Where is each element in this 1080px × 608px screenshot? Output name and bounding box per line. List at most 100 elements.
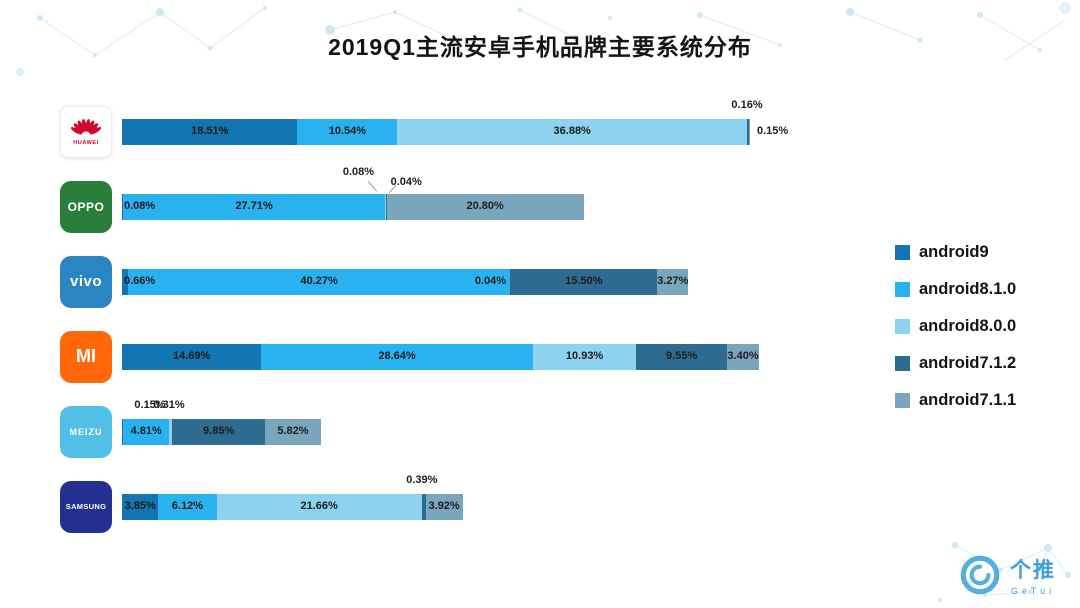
bar-segment (123, 418, 170, 445)
bar-segment (265, 418, 321, 445)
legend-item: android9 (895, 243, 1016, 262)
bar-segment (510, 268, 658, 295)
brand-logo-huawei: HUAWEI (60, 105, 112, 158)
legend-swatch (895, 393, 910, 408)
value-label: 0.08% (124, 200, 156, 212)
bar-segment (122, 418, 124, 445)
brand-row: SAMSUNG 3.85% 6.12% 21.66% 0.39% 3.92% (60, 469, 862, 544)
value-label: 0.66% (124, 275, 156, 287)
value-label: 0.16% (731, 99, 763, 111)
brand-logo-text: HUAWEI (73, 140, 99, 146)
value-label: 3.40% (727, 350, 759, 362)
bar-segment (261, 343, 533, 370)
brand-logo-text: MEIZU (69, 426, 103, 437)
chart-rows: HUAWEI 18.51% 10.54% 36.88% 0.16% 0.15% OPPO 0.… (60, 94, 862, 544)
brand-logo-vivo: vivo (60, 255, 112, 308)
getui-brand-cn: 个推 (1010, 559, 1056, 582)
bar-segment (122, 343, 262, 370)
bar-segment (122, 118, 298, 145)
bar-area: 18.51% 10.54% 36.88% 0.16% 0.15% (122, 94, 862, 169)
huawei-flower-icon (71, 119, 101, 135)
value-label: 40.27% (300, 275, 338, 287)
legend-label: android9 (919, 243, 989, 261)
bar-segment (171, 418, 266, 445)
brand-logo-meizu: MEIZU (60, 405, 112, 458)
bar-segment (122, 493, 159, 520)
value-label: 3.85% (124, 500, 156, 512)
legend-label: android8.1.0 (919, 280, 1017, 298)
brand-row: OPPO 0.08% 27.71% 0.08% 0.04% 20.80% (60, 166, 862, 244)
bar-segment (657, 268, 689, 295)
value-label: 14.69% (172, 350, 211, 362)
value-label: 4.81% (130, 425, 162, 437)
value-label: 18.51% (191, 125, 229, 137)
brand-logo-samsung: SAMSUNG (60, 480, 112, 533)
value-label: 27.71% (235, 200, 273, 212)
bar-area: 0.66% 40.27% 0.04% 15.50% 3.27% (122, 244, 862, 319)
bar-segment (748, 118, 751, 145)
bar-segment (397, 118, 747, 145)
getui-logo: 个推 GeTui (957, 552, 1056, 598)
bar-segment (128, 268, 510, 295)
legend-label: android8.0.0 (919, 317, 1017, 335)
value-label: 6.12% (171, 500, 204, 512)
value-label: 3.92% (428, 500, 460, 512)
bar-segment (386, 193, 584, 220)
legend-swatch (895, 319, 910, 334)
bar-segment (158, 493, 217, 520)
brand-row: HUAWEI 18.51% 10.54% 36.88% 0.16% 0.15% (60, 94, 862, 169)
legend-swatch (895, 356, 910, 371)
bar-segment (532, 343, 637, 370)
value-label: 10.93% (565, 350, 604, 362)
value-label: 0.04% (390, 176, 422, 188)
bar-segment (747, 118, 749, 145)
bar-area: 0.15% 4.81% 0.31% 9.85% 5.82% (122, 394, 862, 469)
value-label: 3.27% (657, 275, 689, 287)
brand-logo-text: vivo (69, 273, 102, 290)
value-label: 0.15% (756, 125, 789, 137)
value-label: 21.66% (300, 500, 338, 512)
bar-area: 14.69% 28.64% 10.93% 9.55% 3.40% (122, 319, 862, 394)
bar-segment (169, 418, 172, 445)
value-label: 0.39% (406, 474, 438, 486)
value-label: 9.85% (203, 425, 235, 437)
bar-segment (297, 118, 398, 145)
getui-brand-text: 个推 GeTui (1010, 554, 1056, 596)
getui-brand-en: GeTui (1010, 586, 1056, 596)
bar-segment (421, 493, 426, 520)
value-label: 15.50% (565, 275, 603, 287)
legend-label: android7.1.1 (919, 391, 1017, 409)
value-label: 0.15% (134, 399, 166, 411)
bar-segment (636, 343, 727, 370)
brand-row: MI 14.69% 28.64% 10.93% 9.55% 3.40% (60, 319, 862, 394)
bar-area: 3.85% 6.12% 21.66% 0.39% 3.92% (122, 469, 862, 544)
value-label: 5.82% (277, 425, 309, 437)
legend-item: android7.1.1 (895, 391, 1016, 410)
bar-segment (122, 193, 386, 220)
brand-row: MEIZU 0.15% 4.81% 0.31% 9.85% 5.82% (60, 394, 862, 469)
value-label: 0.31% (153, 399, 185, 411)
bar-area: 0.08% 27.71% 0.08% 0.04% 20.80% (122, 166, 862, 244)
bar-segment (216, 493, 422, 520)
bar-segment (122, 268, 129, 295)
brand-logo-oppo: OPPO (60, 180, 112, 233)
value-label: 28.64% (378, 350, 416, 362)
getui-whale-icon (960, 555, 1000, 595)
value-label: 10.54% (328, 125, 367, 137)
leader-line (368, 180, 378, 192)
chart: HUAWEI 18.51% 10.54% 36.88% 0.16% 0.15% OPPO 0.… (60, 94, 862, 544)
legend-item: android8.0.0 (895, 317, 1016, 336)
brand-logo-text: MI (76, 346, 96, 366)
legend-label: android7.1.2 (919, 354, 1017, 372)
value-label: 20.80% (466, 200, 504, 212)
bar-segment (726, 343, 760, 370)
bar-segment (425, 493, 463, 520)
value-label: 0.04% (474, 275, 507, 287)
value-label: 0.08% (342, 166, 375, 178)
brand-logo-mi: MI (60, 330, 112, 383)
page-title: 2019Q1主流安卓手机品牌主要系统分布 (328, 34, 752, 60)
legend: android9 android8.1.0 android8.0.0 android7… (895, 243, 1016, 428)
legend-item: android8.1.0 (895, 280, 1016, 299)
legend-item: android7.1.2 (895, 354, 1016, 373)
value-label: 9.55% (666, 350, 698, 362)
